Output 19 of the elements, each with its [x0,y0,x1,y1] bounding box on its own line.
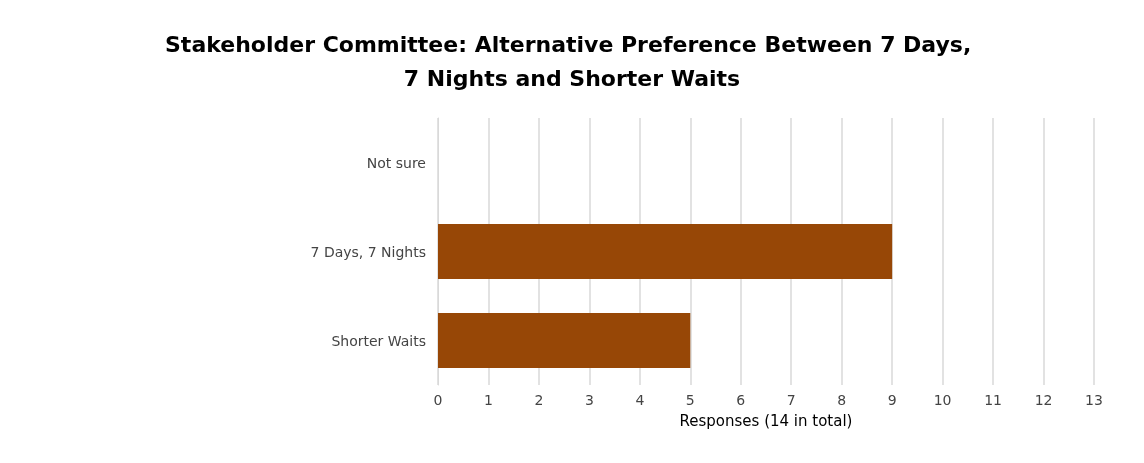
y-tick-label: Shorter Waits [331,332,426,349]
x-axis-title: Responses (14 in total) [679,411,853,430]
y-tick-label: Not sure [366,154,426,171]
x-tick-label: 6 [736,392,746,408]
x-tick-label: 3 [584,392,594,408]
x-tick-label: 2 [534,392,544,408]
x-tick-label: 5 [685,392,695,408]
x-tick-label: 4 [635,392,645,408]
x-tick-label: 1 [484,392,493,408]
x-tick-label: 13 [1085,392,1103,408]
chart-title: Stakeholder Committee: Alternative Preference Between 7 Days, 7 Nights and Shorter Waits [165,31,979,91]
x-tick-label: 9 [887,392,897,408]
x-tick-label: 0 [433,392,443,408]
x-tick-label: 12 [1034,392,1053,408]
x-tick-label: 11 [984,392,1002,408]
y-tick-label: 7 Days, 7 Nights [310,243,426,260]
x-tick-label: 7 [786,392,796,408]
x-tick-label: 8 [837,392,847,408]
x-tick-label: 10 [933,392,952,408]
